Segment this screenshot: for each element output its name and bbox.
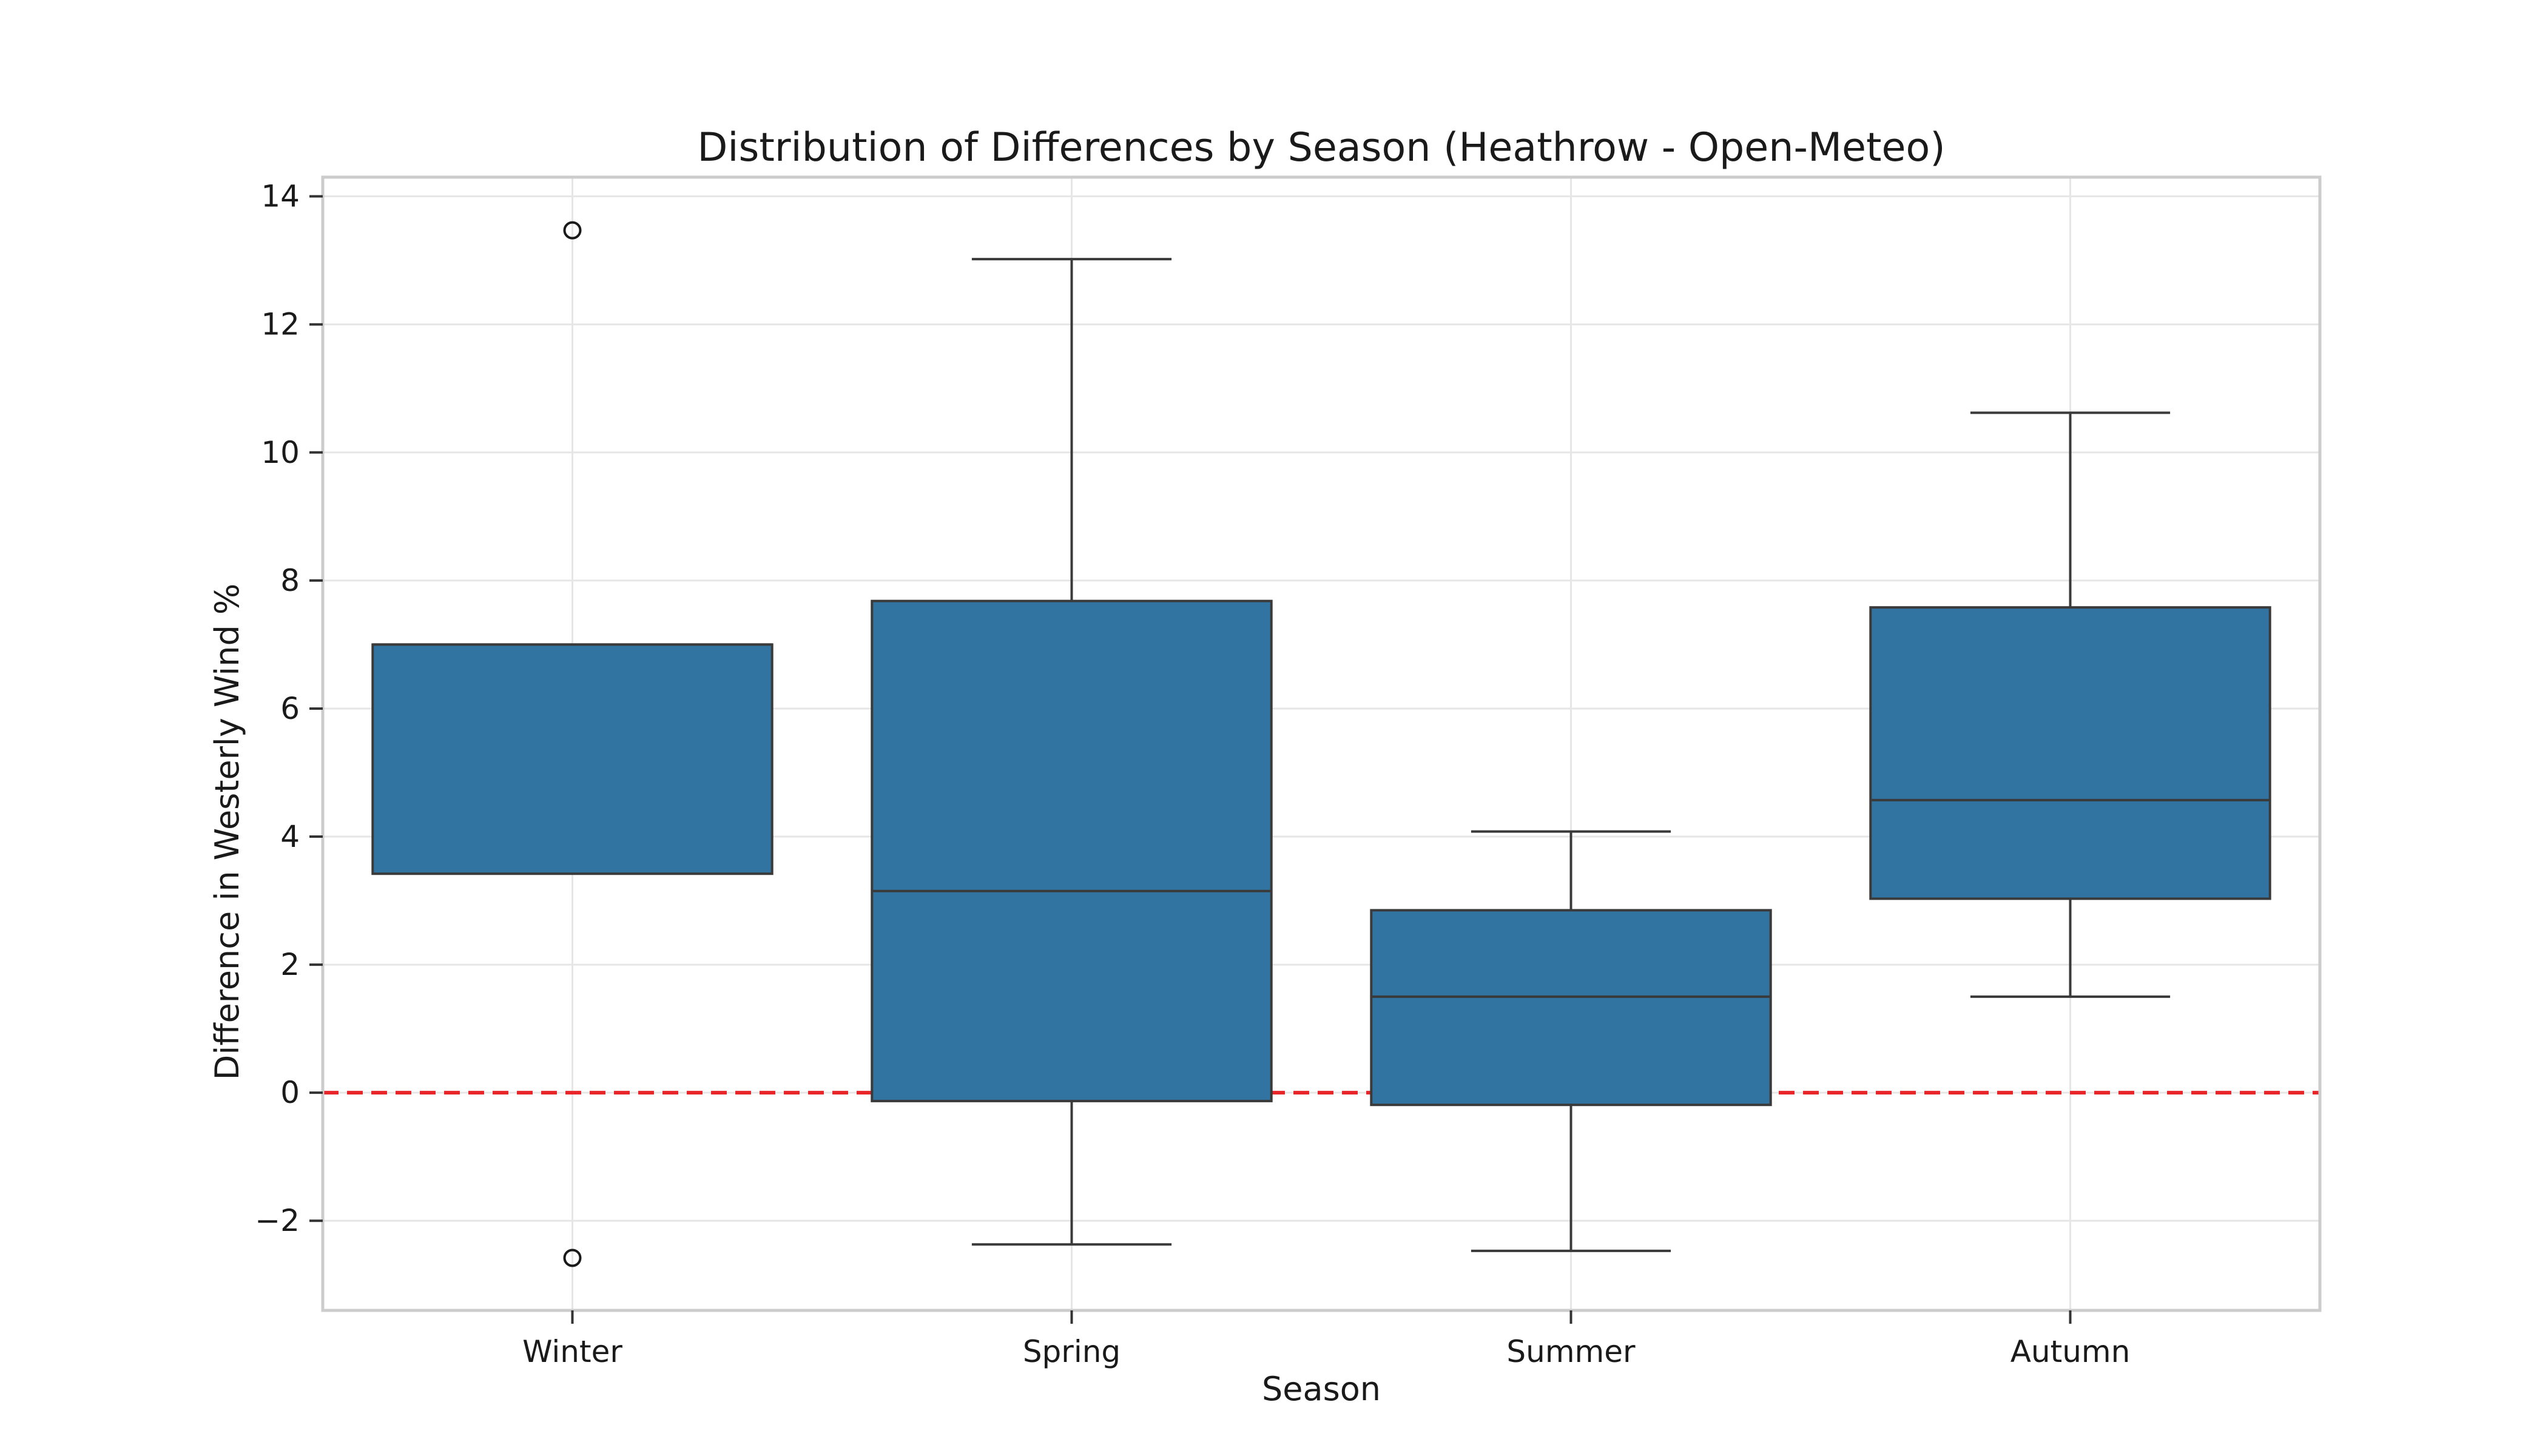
x-tick-label: Winter: [522, 1334, 622, 1369]
box-layer: [371, 221, 2271, 1267]
y-tick-label: 14: [261, 179, 300, 214]
tick-layer: −2 0 2 4 6 8 10 12 14 Winter Spring Summer Autumn: [255, 179, 2130, 1369]
box-winter: [371, 643, 774, 875]
y-tick-label: 10: [261, 435, 300, 470]
plot-frame: [321, 175, 2322, 1312]
y-tick-label: 12: [261, 307, 300, 342]
y-tick-label: 2: [280, 947, 300, 982]
chart-title: Distribution of Differences by Season (H…: [697, 125, 1945, 170]
box-summer: [1370, 909, 1772, 1107]
y-tick-label: 6: [280, 691, 300, 726]
y-axis-label: Difference in Westerly Wind %: [208, 584, 246, 1080]
y-tick-label: −2: [255, 1203, 300, 1238]
x-tick-label: Summer: [1506, 1334, 1636, 1369]
box-autumn: [1869, 606, 2271, 900]
box-spring: [871, 599, 1273, 1102]
outlier-point-winter: [563, 221, 582, 240]
y-tick-label: 8: [280, 563, 300, 598]
frame-layer: [321, 175, 2322, 1312]
x-tick-label: Autumn: [2010, 1334, 2131, 1369]
x-axis-label: Season: [1262, 1370, 1381, 1408]
y-tick-label: 0: [280, 1075, 300, 1110]
y-tick-label: 4: [280, 819, 300, 854]
x-tick-label: Spring: [1023, 1334, 1121, 1369]
outlier-point-winter: [563, 1249, 582, 1267]
